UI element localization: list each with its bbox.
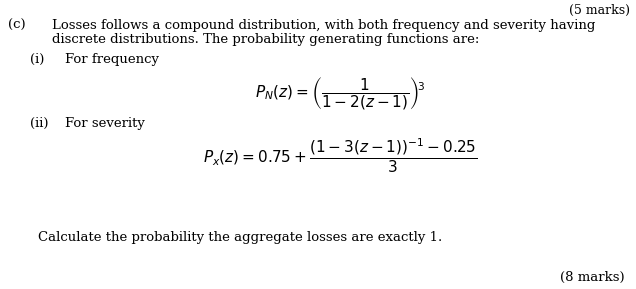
Text: (i): (i) xyxy=(30,53,45,66)
Text: $P_x(z) = 0.75 + \dfrac{\left(1-3(z-1)\right)^{-1}-0.25}{3}$: $P_x(z) = 0.75 + \dfrac{\left(1-3(z-1)\r… xyxy=(203,137,477,175)
Text: (c): (c) xyxy=(8,19,25,32)
Text: (5 marks): (5 marks) xyxy=(569,4,630,17)
Text: discrete distributions. The probability generating functions are:: discrete distributions. The probability … xyxy=(52,33,480,46)
Text: $P_N(z) = \left(\dfrac{1}{1-2(z-1)}\right)^{\!3}$: $P_N(z) = \left(\dfrac{1}{1-2(z-1)}\righ… xyxy=(254,75,425,111)
Text: For severity: For severity xyxy=(65,117,145,130)
Text: Calculate the probability the aggregate losses are exactly 1.: Calculate the probability the aggregate … xyxy=(38,231,442,244)
Text: Losses follows a compound distribution, with both frequency and severity having: Losses follows a compound distribution, … xyxy=(52,19,595,32)
Text: (8 marks): (8 marks) xyxy=(560,271,625,284)
Text: (ii): (ii) xyxy=(30,117,48,130)
Text: For frequency: For frequency xyxy=(65,53,159,66)
